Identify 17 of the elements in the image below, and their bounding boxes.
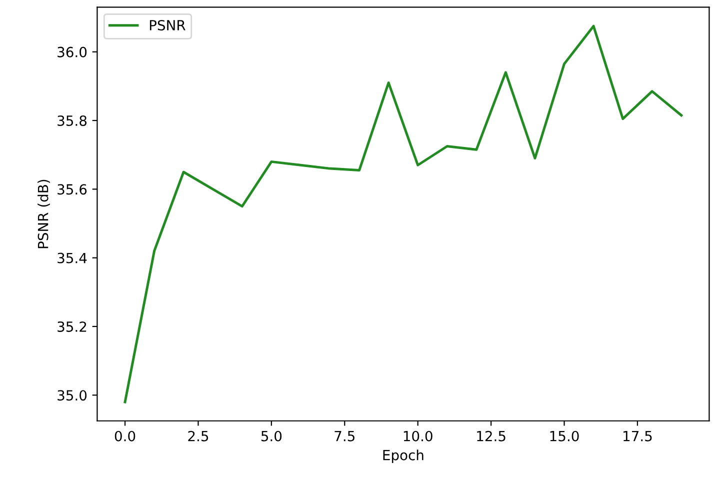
y-axis-title: PSNR (dB) [38, 180, 50, 248]
x-tick-label: 12.5 [477, 430, 506, 442]
y-tick-label: 35.2 [58, 321, 86, 332]
x-tick-label: 17.5 [624, 431, 652, 442]
y-tick-label: 35.4 [58, 252, 87, 264]
x-tick-label: 2.5 [188, 430, 208, 442]
x-tick-label: 5.0 [261, 430, 282, 442]
x-tick-label: 15.0 [550, 430, 579, 442]
y-tick-label: 35.0 [58, 390, 87, 401]
x-tick-label: 7.5 [334, 431, 354, 442]
y-tick-label: 35.8 [58, 115, 87, 126]
x-axis-title: Epoch [383, 450, 424, 464]
x-tick-label: 0.0 [114, 430, 136, 442]
y-tick-label: 35.6 [58, 184, 87, 195]
legend-label: PSNR [150, 20, 186, 30]
x-tick-label: 10.0 [404, 430, 432, 442]
y-tick-label: 36.0 [58, 46, 87, 58]
